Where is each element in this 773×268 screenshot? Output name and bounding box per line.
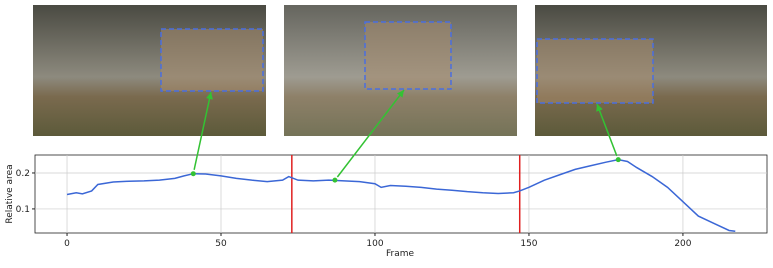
highlight-point (615, 157, 621, 163)
arrow (336, 89, 405, 178)
y-tick-label: 0.2 (16, 169, 30, 179)
arrow (596, 103, 618, 157)
x-tick-label: 0 (64, 239, 70, 249)
y-tick-label: 0.1 (16, 205, 30, 215)
x-axis-label: Frame (386, 249, 415, 259)
arrow-head (396, 90, 404, 98)
x-tick-label: 100 (366, 239, 383, 249)
x-tick-label: 50 (215, 239, 227, 249)
arrow-head (206, 92, 213, 100)
y-axis-label: Relative area (5, 164, 15, 223)
highlight-point (190, 171, 196, 177)
photo (284, 5, 517, 136)
highlight-point (332, 177, 338, 183)
photo (535, 5, 767, 136)
x-tick-label: 150 (520, 239, 537, 249)
photo (33, 5, 266, 136)
x-tick-label: 200 (674, 239, 691, 249)
arrow (193, 91, 212, 170)
line (66, 158, 736, 232)
arrow-head (596, 104, 603, 112)
plot-frame (34, 154, 768, 234)
